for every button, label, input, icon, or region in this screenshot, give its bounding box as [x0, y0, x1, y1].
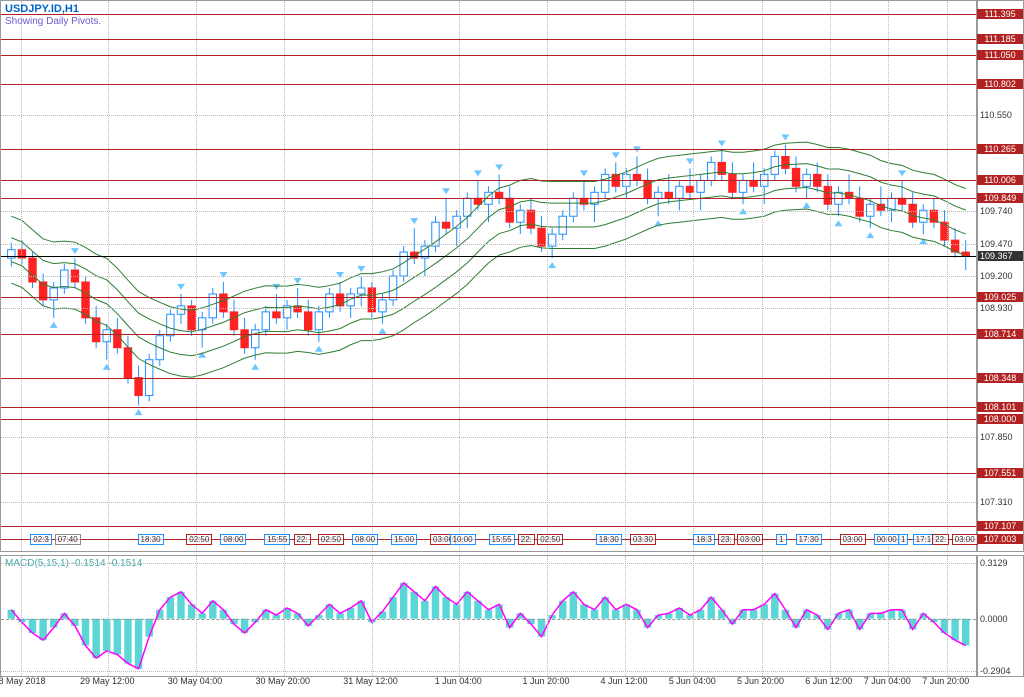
- chart-title: USDJPY.ID,H1: [5, 3, 79, 15]
- y-axis-macd: 0.31290.0000-0.2904: [977, 555, 1024, 677]
- timestamp-markers: 02:307:4018:3002:5008:0015:5522:02:5008:…: [1, 534, 976, 548]
- price-chart[interactable]: USDJPY.ID,H1 Showing Daily Pivots. 111.3…: [0, 0, 977, 552]
- macd-chart[interactable]: MACD(5,15,1) -0.1514 -0.1514: [0, 555, 977, 677]
- current-price-line: [1, 256, 976, 257]
- chart-subtitle: Showing Daily Pivots.: [5, 16, 101, 27]
- chart-container: USDJPY.ID,H1 Showing Daily Pivots. 111.3…: [0, 0, 1024, 683]
